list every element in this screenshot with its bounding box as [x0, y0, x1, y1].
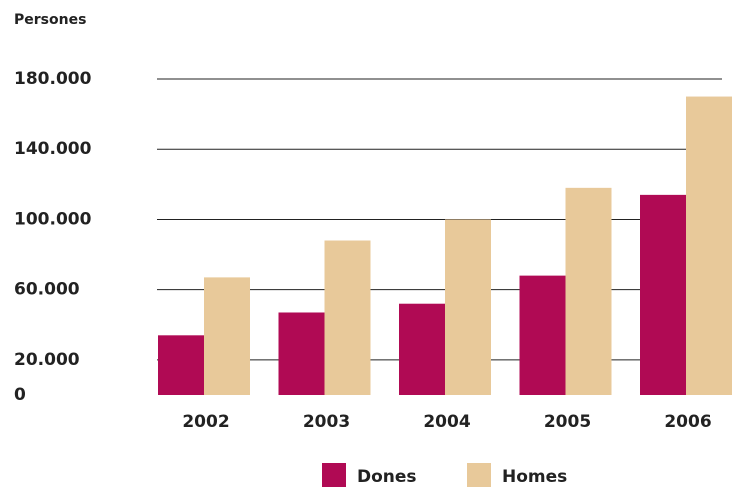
bar [278, 312, 325, 395]
y-tick-label: 180.000 [14, 69, 92, 89]
y-tick-label: 0 [14, 385, 26, 405]
x-tick-label: 2006 [664, 412, 711, 432]
x-tick-label: 2005 [544, 412, 591, 432]
legend-label: Homes [502, 467, 567, 487]
y-tick-label: 100.000 [14, 209, 92, 229]
x-tick-label: 2003 [303, 412, 350, 432]
y-axis-title: Persones [14, 12, 86, 28]
bar [519, 275, 566, 395]
bar [158, 335, 204, 395]
legend-swatch [322, 463, 346, 487]
x-tick-label: 2004 [423, 412, 470, 432]
bar [565, 187, 612, 395]
bar [640, 194, 686, 395]
y-tick-label: 60.000 [14, 280, 80, 300]
bar [399, 303, 445, 395]
y-tick-label: 140.000 [14, 139, 92, 159]
x-tick-label: 2002 [182, 412, 229, 432]
legend-label: Dones [357, 467, 417, 487]
bar [204, 277, 250, 395]
legend-swatch [467, 463, 491, 487]
y-tick-label: 20.000 [14, 350, 80, 370]
bar [324, 240, 371, 395]
bar [686, 96, 732, 396]
bar [445, 219, 491, 395]
